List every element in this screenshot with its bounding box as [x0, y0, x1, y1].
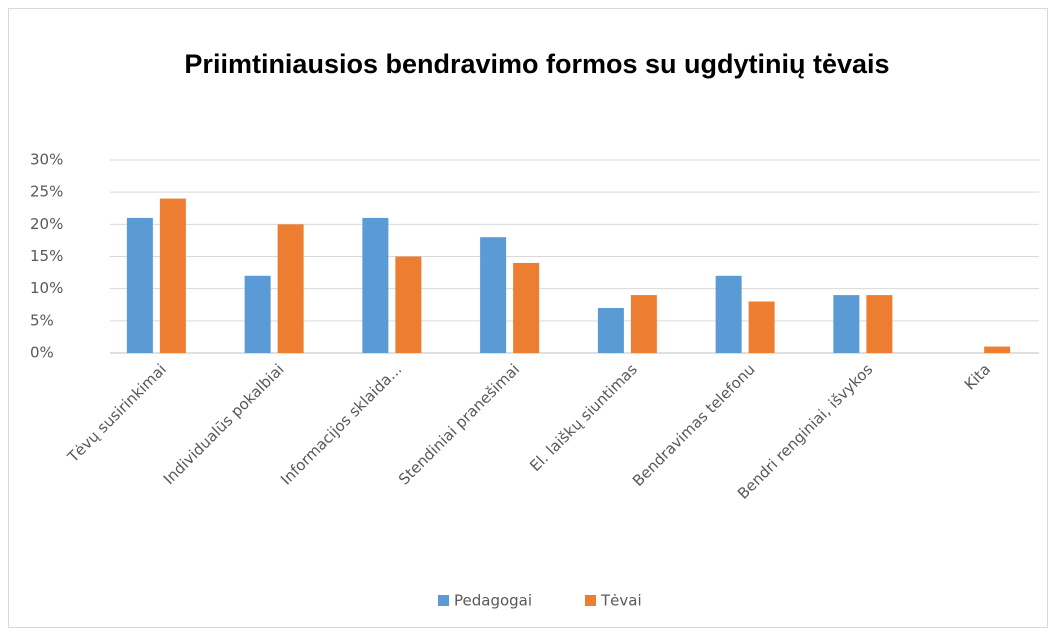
bar — [833, 295, 860, 353]
y-tick-label: 0% — [30, 344, 54, 362]
bar — [748, 301, 775, 353]
bar — [159, 198, 186, 353]
bar — [395, 256, 422, 353]
x-tick-label: Bendravimas telefonu — [629, 360, 759, 490]
bar — [244, 275, 271, 353]
y-tick-label: 20% — [30, 215, 63, 233]
bar — [277, 224, 304, 353]
y-tick-label: 5% — [30, 311, 54, 329]
legend-swatch — [438, 595, 449, 606]
legend-label: Tėvai — [600, 592, 642, 610]
x-tick-label: Stendiniai pranešimai — [395, 360, 523, 488]
legend-swatch — [585, 595, 596, 606]
y-tick-label: 25% — [30, 183, 63, 201]
x-tick-label: Informacijos sklaida... — [277, 360, 405, 488]
x-tick-label: Tėvų susirinkimai — [63, 360, 169, 466]
bar — [715, 275, 742, 353]
bar — [480, 237, 507, 353]
bar — [866, 295, 893, 353]
y-tick-label: 30% — [30, 151, 63, 169]
bar — [597, 307, 624, 353]
x-tick-label: Bendri renginiai, išvykos — [734, 360, 877, 503]
bar — [362, 217, 389, 353]
y-tick-label: 10% — [30, 279, 63, 297]
y-tick-label: 15% — [30, 247, 63, 265]
bar — [630, 295, 657, 353]
bar — [984, 346, 1011, 353]
chart-title: Priimtiniausios bendravimo formos su ugd… — [184, 49, 890, 79]
x-tick-label: Kita — [961, 360, 994, 393]
bar — [126, 217, 153, 353]
chart-frame — [8, 8, 1048, 628]
x-tick-label: Individualūs pokalbiai — [160, 360, 288, 488]
bar — [513, 262, 540, 353]
legend-label: Pedagogai — [454, 592, 532, 610]
x-tick-label: El. laiškų siuntimas — [526, 360, 641, 475]
